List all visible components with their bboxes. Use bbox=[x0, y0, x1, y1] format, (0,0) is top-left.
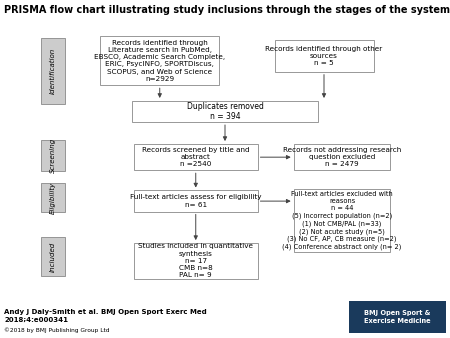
Text: Records not addressing research
question excluded
n = 2479: Records not addressing research question… bbox=[283, 147, 401, 167]
Text: Eligibility: Eligibility bbox=[50, 182, 56, 214]
FancyBboxPatch shape bbox=[131, 101, 319, 122]
Text: Screening: Screening bbox=[50, 138, 56, 173]
Text: Full-text articles excluded with
reasons
n = 44
(5) Incorrect population (n=2)
(: Full-text articles excluded with reasons… bbox=[282, 191, 402, 250]
Text: Duplicates removed
n = 394: Duplicates removed n = 394 bbox=[187, 102, 263, 121]
FancyBboxPatch shape bbox=[293, 189, 391, 251]
Text: Full-text articles assess for eligibility
n= 61: Full-text articles assess for eligibilit… bbox=[130, 194, 261, 208]
FancyBboxPatch shape bbox=[40, 140, 66, 171]
Text: PRISMA flow chart illustrating study inclusions through the stages of the system: PRISMA flow chart illustrating study inc… bbox=[4, 5, 450, 15]
FancyBboxPatch shape bbox=[134, 144, 257, 170]
Text: Records screened by title and
abstract
n =2540: Records screened by title and abstract n… bbox=[142, 147, 250, 167]
Text: Included: Included bbox=[50, 242, 56, 272]
Text: BMJ Open Sport &
Exercise Medicine: BMJ Open Sport & Exercise Medicine bbox=[364, 310, 430, 324]
FancyBboxPatch shape bbox=[134, 191, 257, 212]
FancyBboxPatch shape bbox=[274, 40, 374, 72]
FancyBboxPatch shape bbox=[40, 183, 66, 212]
Text: Andy J Daly-Smith et al. BMJ Open Sport Exerc Med
2018;4:e000341: Andy J Daly-Smith et al. BMJ Open Sport … bbox=[4, 309, 207, 323]
Text: Studies included in quantitative
synthesis
n= 17
CMB n=8
PAL n= 9: Studies included in quantitative synthes… bbox=[138, 243, 253, 279]
FancyBboxPatch shape bbox=[100, 37, 220, 86]
Text: Records identified through other
sources
n = 5: Records identified through other sources… bbox=[266, 46, 382, 66]
FancyBboxPatch shape bbox=[40, 237, 66, 276]
Text: ©2018 by BMJ Publishing Group Ltd: ©2018 by BMJ Publishing Group Ltd bbox=[4, 327, 110, 333]
FancyBboxPatch shape bbox=[293, 145, 391, 170]
FancyBboxPatch shape bbox=[40, 38, 66, 104]
Text: Identification: Identification bbox=[50, 48, 56, 94]
Text: Records identified through
Literature search in PubMed,
EBSCO, Academic Search C: Records identified through Literature se… bbox=[94, 40, 225, 82]
FancyBboxPatch shape bbox=[349, 301, 446, 333]
FancyBboxPatch shape bbox=[134, 243, 257, 279]
